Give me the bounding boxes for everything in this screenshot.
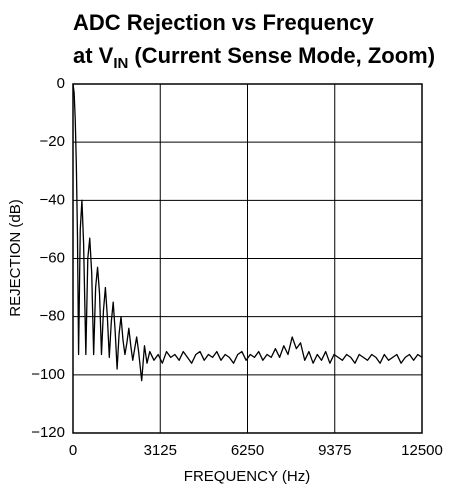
chart-title: ADC Rejection vs Frequency	[73, 10, 375, 35]
title-text: (Current Sense Mode, Zoom)	[134, 43, 435, 68]
y-tick-label: −40	[40, 191, 65, 208]
y-tick-label: −20	[40, 133, 65, 150]
title-subscript: IN	[113, 55, 128, 72]
y-tick-label: 0	[57, 75, 65, 92]
x-axis-label: FREQUENCY (Hz)	[184, 468, 310, 485]
title-text: at V	[73, 43, 114, 68]
plot-frame	[72, 83, 423, 434]
x-tick-label: 9375	[318, 442, 351, 459]
x-tick-label: 12500	[401, 442, 443, 459]
y-axis-label: REJECTION (dB)	[7, 199, 24, 317]
y-tick-label: −120	[31, 424, 65, 441]
data-line	[72, 83, 423, 382]
x-tick-label: 3125	[144, 442, 177, 459]
chart-title: at VIN (Current Sense Mode, Zoom)	[73, 43, 435, 72]
x-tick-label: 0	[69, 442, 77, 459]
y-tick-label: −60	[40, 249, 65, 266]
y-tick-label: −80	[40, 308, 65, 325]
x-tick-label: 6250	[231, 442, 264, 459]
y-tick-label: −100	[31, 366, 65, 383]
